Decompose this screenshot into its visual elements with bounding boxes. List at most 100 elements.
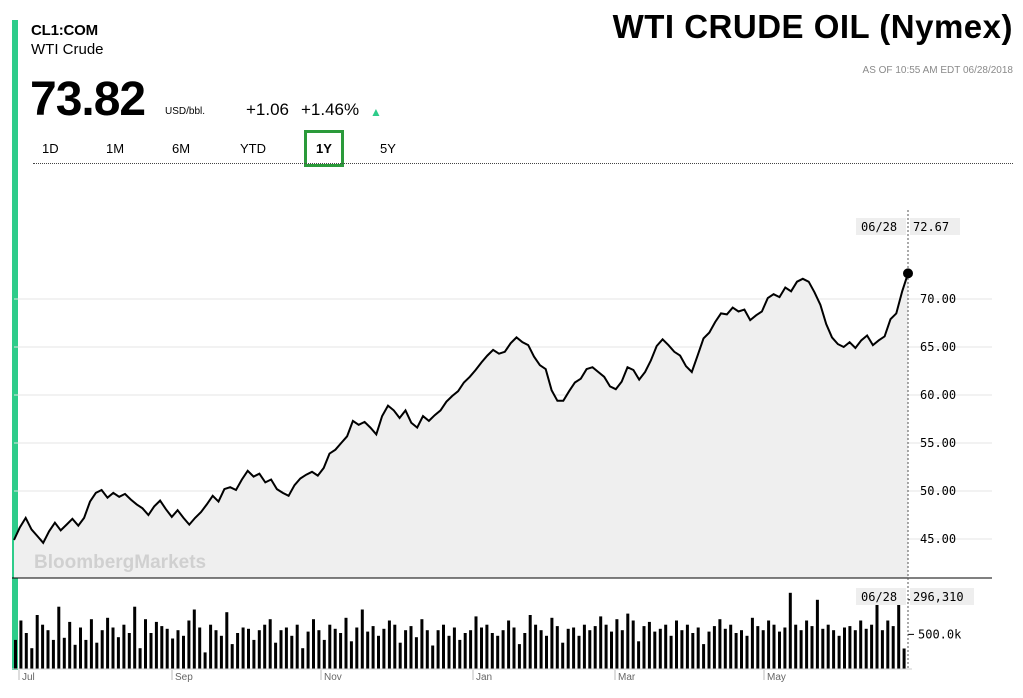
volume-bar bbox=[279, 630, 283, 669]
volume-bar bbox=[810, 626, 814, 669]
volume-value-box bbox=[910, 588, 974, 605]
volume-bar bbox=[171, 638, 175, 669]
volume-bar bbox=[431, 645, 435, 669]
volume-bar bbox=[848, 626, 852, 669]
volume-bar bbox=[57, 606, 61, 669]
volume-bar bbox=[729, 624, 733, 669]
last-price: 73.82 bbox=[30, 73, 146, 126]
volume-bar bbox=[507, 620, 511, 669]
volume-bar bbox=[290, 635, 294, 669]
volume-bar bbox=[24, 633, 28, 669]
price-area bbox=[14, 273, 908, 578]
volume-bar bbox=[144, 619, 147, 669]
volume-bar bbox=[723, 628, 727, 669]
volume-bar bbox=[366, 631, 370, 669]
volume-bar bbox=[436, 630, 440, 669]
volume-bar bbox=[750, 617, 754, 669]
volume-bar bbox=[545, 635, 548, 669]
volume-bar bbox=[680, 630, 684, 669]
volume-bar bbox=[767, 620, 771, 669]
volume-bar bbox=[317, 630, 321, 669]
volume-bar bbox=[79, 627, 82, 669]
tab-1d[interactable]: 1D bbox=[42, 141, 59, 156]
volume-bar bbox=[604, 624, 608, 669]
volume-bar bbox=[214, 630, 218, 669]
last-value-label: 72.67 bbox=[913, 220, 949, 234]
volume-bar bbox=[133, 606, 137, 669]
last-date-box bbox=[856, 218, 906, 235]
volume-bar bbox=[382, 628, 386, 669]
price-tick-label: 55.00 bbox=[920, 436, 956, 450]
volume-bar bbox=[203, 652, 207, 669]
volume-bar bbox=[176, 630, 180, 669]
volume-bar bbox=[593, 626, 597, 669]
volume-bar bbox=[452, 627, 456, 669]
volume-bar bbox=[420, 619, 424, 669]
volume-bar bbox=[480, 627, 483, 669]
price-tick-label: 45.00 bbox=[920, 532, 956, 546]
volume-bar bbox=[647, 621, 651, 669]
volume-bar bbox=[138, 648, 142, 669]
volume-bar bbox=[620, 630, 624, 669]
volume-bar bbox=[322, 639, 326, 669]
volume-bar bbox=[691, 633, 695, 669]
volume-bar bbox=[219, 635, 223, 669]
tab-ytd[interactable]: YTD bbox=[240, 141, 266, 156]
volume-bar bbox=[539, 630, 543, 669]
volume-bar bbox=[328, 624, 332, 669]
volume-bar bbox=[333, 628, 337, 669]
volume-bar bbox=[599, 616, 603, 669]
volume-bar bbox=[122, 624, 126, 669]
volume-bar bbox=[35, 615, 39, 669]
volume-bar bbox=[463, 633, 467, 669]
volume-bar bbox=[84, 639, 88, 669]
volume-bar bbox=[864, 628, 868, 669]
volume-bar bbox=[274, 642, 278, 669]
volume-bar bbox=[62, 637, 66, 669]
volume-bar bbox=[902, 648, 906, 669]
volume-bar bbox=[496, 635, 500, 669]
volume-bar bbox=[658, 628, 662, 669]
as-of-timestamp: AS OF 10:55 AM EDT 06/28/2018 bbox=[862, 65, 1013, 76]
volume-bar bbox=[41, 624, 45, 669]
volume-bar bbox=[815, 599, 819, 669]
volume-bar bbox=[561, 642, 565, 669]
volume-bar bbox=[653, 631, 657, 669]
volume-bar bbox=[615, 619, 619, 669]
volume-bar bbox=[740, 630, 743, 669]
price-change-percent: +1.46% bbox=[301, 100, 360, 119]
price-tick-label: 60.00 bbox=[920, 388, 956, 402]
volume-bar bbox=[301, 648, 305, 669]
volume-tick-label: 500.0k bbox=[918, 627, 962, 641]
volume-bar bbox=[685, 624, 689, 669]
volume-bar bbox=[718, 619, 722, 669]
tab-1y[interactable]: 1Y bbox=[316, 141, 332, 156]
price-change: +1.06 bbox=[246, 100, 290, 119]
volume-bar bbox=[870, 624, 874, 669]
volume-bar bbox=[284, 627, 288, 669]
tab-1m[interactable]: 1M bbox=[106, 141, 125, 156]
volume-bar bbox=[344, 617, 348, 669]
tab-5y[interactable]: 5Y bbox=[380, 141, 396, 156]
volume-bar bbox=[756, 626, 760, 669]
tab-6m[interactable]: 6M bbox=[172, 141, 191, 156]
volume-bar bbox=[696, 627, 700, 669]
volume-bar bbox=[875, 589, 879, 669]
volume-bar bbox=[14, 639, 17, 669]
volume-bar bbox=[837, 635, 841, 669]
volume-bar bbox=[821, 628, 825, 669]
volume-bar bbox=[306, 631, 310, 669]
watermark: BloombergMarkets bbox=[34, 552, 206, 573]
x-tick-label: Mar bbox=[618, 672, 636, 683]
volume-bar bbox=[111, 627, 115, 669]
volume-bar bbox=[257, 630, 261, 669]
x-tick-label: Jul bbox=[22, 672, 35, 683]
volume-bar bbox=[886, 620, 890, 669]
volume-bar bbox=[198, 627, 202, 669]
page-title: WTI CRUDE OIL (Nymex) bbox=[612, 8, 1013, 45]
last-point-marker bbox=[903, 268, 913, 279]
volume-bar bbox=[349, 641, 353, 669]
volume-bar bbox=[702, 644, 706, 669]
volume-bar bbox=[30, 648, 34, 669]
volume-bar bbox=[474, 616, 478, 669]
